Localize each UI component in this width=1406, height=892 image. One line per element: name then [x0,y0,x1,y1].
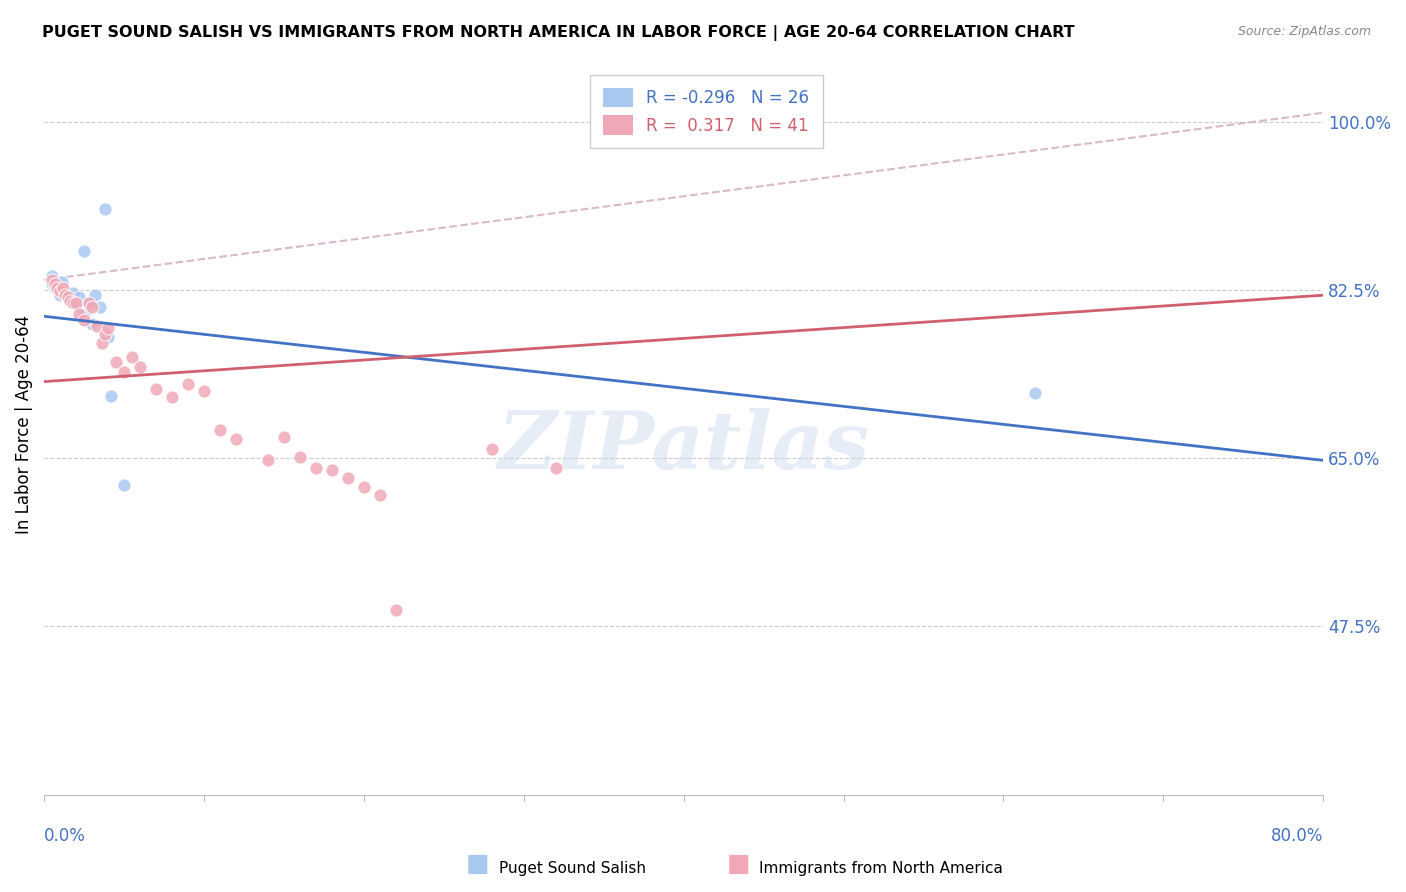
Point [90,336,112,351]
Point [59,293,82,308]
Point [56,290,79,304]
Point [385,603,408,617]
Point [73,244,96,258]
Point [177,376,200,391]
Point [121,350,143,364]
Point [65,296,87,310]
Point [41,268,63,283]
Point [273,430,295,444]
Point [80,317,103,331]
Point [640,123,662,137]
Point [353,480,375,494]
Point [105,355,128,369]
Point [94,202,117,216]
Point [73,313,96,327]
Point [49,288,72,302]
Point [225,432,247,446]
Point [112,365,135,379]
Point [62,286,84,301]
Text: 80.0%: 80.0% [1271,827,1323,845]
Point [481,442,503,456]
Point [53,286,76,301]
Point [1024,386,1046,401]
Text: PUGET SOUND SALISH VS IMMIGRANTS FROM NORTH AMERICA IN LABOR FORCE | AGE 20-64 C: PUGET SOUND SALISH VS IMMIGRANTS FROM NO… [42,25,1074,41]
Point [84,288,107,302]
Point [77,296,100,310]
Point [62,296,84,310]
Point [160,390,183,404]
Point [86,318,108,333]
Point [45,280,67,294]
Point [73,307,96,321]
Point [49,282,72,296]
Text: ■: ■ [467,852,489,876]
Point [305,461,328,475]
Point [208,423,231,437]
Text: Puget Sound Salish: Puget Sound Salish [499,861,647,876]
Point [321,463,343,477]
Point [77,296,100,310]
Point [52,285,75,299]
Text: Immigrants from North America: Immigrants from North America [759,861,1002,876]
Point [257,453,280,467]
Text: Source: ZipAtlas.com: Source: ZipAtlas.com [1237,25,1371,38]
Point [51,275,73,289]
Point [48,286,70,301]
Y-axis label: In Labor Force | Age 20-64: In Labor Force | Age 20-64 [15,315,32,534]
Point [112,478,135,492]
Point [368,488,391,502]
Point [129,360,152,375]
Point [53,288,76,302]
Point [67,307,90,321]
Point [59,290,82,304]
Point [100,389,122,403]
Text: 0.0%: 0.0% [44,827,86,845]
Point [67,290,90,304]
Point [44,280,66,294]
Point [65,296,87,310]
Point [49,285,72,299]
Point [41,277,63,291]
Point [544,461,567,475]
Point [56,288,79,302]
Point [41,273,63,287]
Point [633,119,655,133]
Point [288,450,311,464]
Point [145,382,167,396]
Point [52,280,75,294]
Text: ■: ■ [727,852,749,876]
Point [94,326,117,341]
Point [45,282,67,296]
Text: ZIPatlas: ZIPatlas [498,409,870,486]
Point [97,330,120,344]
Point [336,470,359,484]
Legend: R = -0.296   N = 26, R =  0.317   N = 41: R = -0.296 N = 26, R = 0.317 N = 41 [589,75,823,148]
Point [44,277,66,291]
Point [97,321,120,335]
Point [193,384,215,399]
Point [80,300,103,314]
Point [89,300,111,314]
